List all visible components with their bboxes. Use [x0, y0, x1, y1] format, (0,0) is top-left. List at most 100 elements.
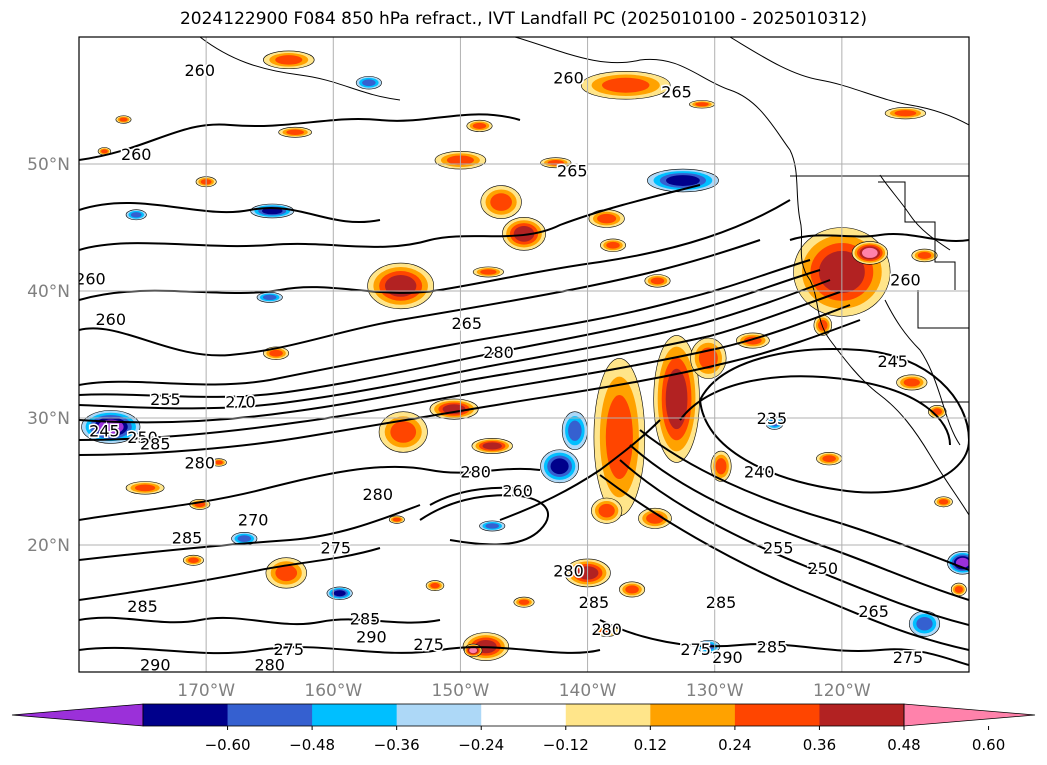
shade-ring — [916, 616, 933, 631]
contour-label: 260 — [890, 271, 921, 290]
shade-ring — [469, 647, 478, 654]
lon-tick-label: 150°W — [432, 681, 490, 700]
shade-ring — [861, 247, 878, 258]
shaded-region — [690, 337, 727, 379]
colorbar-extend-high — [903, 703, 1036, 727]
contour-label: 280 — [591, 620, 622, 639]
contour-label: 270 — [225, 392, 256, 411]
shade-ring — [513, 226, 535, 242]
shade-ring — [97, 419, 124, 435]
shade-ring — [261, 207, 283, 215]
shade-ring — [665, 368, 688, 430]
shade-ring — [917, 252, 932, 259]
shade-ring — [333, 590, 346, 597]
shaded-region — [466, 119, 493, 132]
shaded-region — [765, 416, 784, 430]
colorbar-segment — [227, 704, 313, 726]
shade-ring — [472, 122, 487, 129]
shaded-region — [851, 241, 888, 265]
shade-ring — [286, 129, 304, 135]
shade-ring — [695, 102, 709, 107]
contour-lines — [79, 113, 969, 666]
shaded-region — [502, 217, 546, 251]
lon-tick-label: 130°W — [686, 681, 744, 700]
shaded-region — [210, 458, 227, 467]
shaded-region — [326, 586, 353, 600]
shade-ring — [362, 79, 376, 87]
shade-ring — [262, 294, 277, 301]
contour-label: 280 — [185, 453, 216, 472]
shade-ring — [605, 395, 633, 480]
shade-ring — [954, 586, 963, 593]
map-gridlines — [79, 37, 969, 672]
shaded-region — [588, 209, 625, 228]
shaded-region — [619, 581, 646, 598]
lon-tick-label: 120°W — [813, 681, 871, 700]
colorbar-tick-label: 0.48 — [887, 736, 920, 754]
shade-ring — [818, 319, 828, 331]
colorbar-tick-label: 0.24 — [718, 736, 751, 754]
colorbar-extend-low — [11, 703, 144, 727]
shade-ring — [769, 419, 780, 427]
shaded-region — [125, 209, 147, 221]
shade-ring — [275, 55, 303, 65]
contour-label: 245 — [877, 352, 908, 371]
colorbar-segment — [565, 704, 651, 726]
shaded-region — [947, 551, 969, 575]
contour-label: 250 — [127, 428, 158, 447]
contour-label: 290 — [140, 655, 171, 674]
lon-tick-label: 140°W — [559, 681, 617, 700]
shaded-region — [115, 115, 132, 124]
shade-ring — [130, 212, 142, 218]
lat-tick-label: 20°N — [27, 536, 70, 556]
colorbar-tick-label: −0.24 — [458, 736, 504, 754]
shaded-region — [908, 610, 941, 637]
shaded-region — [710, 450, 732, 482]
shaded-region — [580, 70, 671, 100]
lat-tick-label: 40°N — [27, 282, 70, 302]
shaded-region — [884, 107, 927, 120]
contour-label: 235 — [757, 409, 788, 428]
colorbar-tick-label: −0.48 — [289, 736, 335, 754]
shade-ring — [214, 460, 223, 465]
colorbar-tick-label: 0.12 — [634, 736, 667, 754]
shaded-region — [256, 291, 283, 303]
shade-ring — [485, 523, 499, 529]
contour-label: 285 — [579, 593, 610, 612]
colorbar-tick-label: 0.36 — [803, 736, 836, 754]
contour-label: 265 — [661, 83, 692, 102]
shaded-region — [367, 262, 435, 310]
colorbar-segment — [650, 704, 736, 726]
shade-ring — [430, 582, 440, 589]
contour-label: 265 — [557, 161, 588, 180]
shade-ring — [598, 503, 615, 518]
shaded-region — [934, 496, 953, 508]
contour-label: 280 — [460, 462, 491, 481]
shade-ring — [482, 442, 502, 450]
colorbar-segment — [312, 704, 398, 726]
contour-label: 275 — [274, 640, 305, 659]
contour-label: 260 — [185, 61, 216, 80]
contour-label: 290 — [356, 627, 387, 646]
colorbar-tick-label: −0.12 — [543, 736, 589, 754]
shaded-region — [591, 497, 623, 524]
contour-label: 270 — [238, 511, 269, 530]
colorbar-outline — [142, 703, 905, 727]
shaded-region — [472, 266, 504, 278]
chart-title: 2024122900 F084 850 hPa refract., IVT La… — [179, 9, 867, 29]
contour-label: 285 — [350, 610, 381, 629]
shade-ring — [599, 628, 614, 635]
shaded-region — [81, 410, 141, 444]
contour-label: 265 — [858, 602, 889, 621]
contour-label: 290 — [712, 648, 743, 667]
contour-label: 285 — [757, 638, 788, 657]
shaded-region — [471, 438, 513, 454]
shade-ring — [822, 455, 836, 463]
shaded-region — [561, 411, 588, 451]
shaded-region — [540, 449, 579, 484]
shade-ring — [134, 484, 156, 492]
contour-label: 275 — [680, 640, 711, 659]
contour-label: 245 — [89, 422, 120, 441]
